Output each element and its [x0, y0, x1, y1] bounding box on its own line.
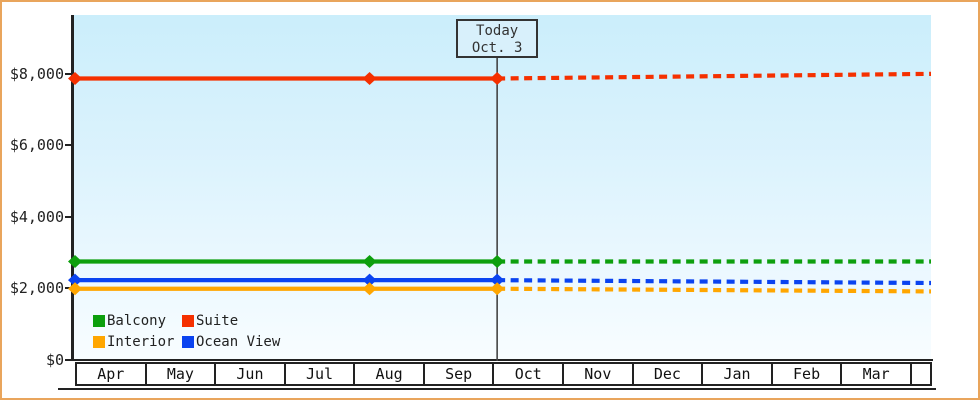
- today-annotation-title: Today: [476, 23, 519, 39]
- y-axis-tick: [65, 144, 73, 147]
- x-axis-month-cell-oct: Oct: [492, 364, 562, 384]
- legend-label: Ocean View: [196, 334, 281, 350]
- x-axis-month-cell-jan: Jan: [701, 364, 771, 384]
- y-axis-label: $6,000: [9, 136, 64, 155]
- plot-area-background: [73, 15, 931, 359]
- x-axis-month-cell-apr: Apr: [97, 365, 125, 383]
- x-axis-month-cell-sep: Sep: [422, 364, 493, 384]
- x-axis-bottom-rule: [58, 388, 936, 390]
- x-axis-month-cell-jul: Jul: [283, 364, 354, 384]
- y-axis-label: $2,000: [9, 279, 64, 298]
- legend-item-ocean-view: Ocean View: [182, 334, 280, 350]
- y-axis-label: $4,000: [9, 207, 64, 226]
- legend-item-interior: Interior: [93, 334, 182, 350]
- legend-swatch-icon: [182, 315, 194, 327]
- x-axis-month-cell-aug: Aug: [353, 364, 423, 384]
- x-axis-month-cell-jun: Jun: [214, 364, 284, 384]
- y-axis-tick: [65, 359, 73, 361]
- today-annotation-box: Today Oct. 3: [456, 19, 539, 58]
- x-axis-month-cell-mar: Mar: [840, 364, 910, 384]
- legend: Balcony Suite Interior Ocean View: [93, 313, 280, 350]
- y-axis-line: [71, 15, 74, 361]
- y-axis-label: $8,000: [9, 64, 64, 83]
- x-axis-month-cell-dec: Dec: [631, 364, 702, 384]
- x-axis-month-cell-nov: Nov: [562, 364, 632, 384]
- legend-item-balcony: Balcony: [93, 313, 182, 329]
- y-axis-tick: [65, 215, 73, 218]
- x-axis-month-row: Apr May Jun Jul Aug Sep Oct Nov Dec Jan Feb Mar: [75, 362, 932, 386]
- legend-swatch-icon: [93, 315, 105, 327]
- legend-label: Suite: [196, 313, 239, 329]
- legend-swatch-icon: [182, 336, 194, 348]
- legend-item-suite: Suite: [182, 313, 280, 329]
- y-axis-label: $0: [45, 351, 64, 369]
- x-axis-month-cell-feb: Feb: [770, 364, 841, 384]
- legend-swatch-icon: [93, 336, 105, 348]
- legend-label: Interior: [107, 334, 175, 350]
- today-annotation-date: Oct. 3: [471, 40, 523, 56]
- legend-label: Balcony: [107, 313, 167, 329]
- x-axis-partial-cell: [909, 364, 930, 384]
- x-axis-line: [71, 359, 933, 361]
- x-axis-month-cell-may: May: [144, 364, 215, 384]
